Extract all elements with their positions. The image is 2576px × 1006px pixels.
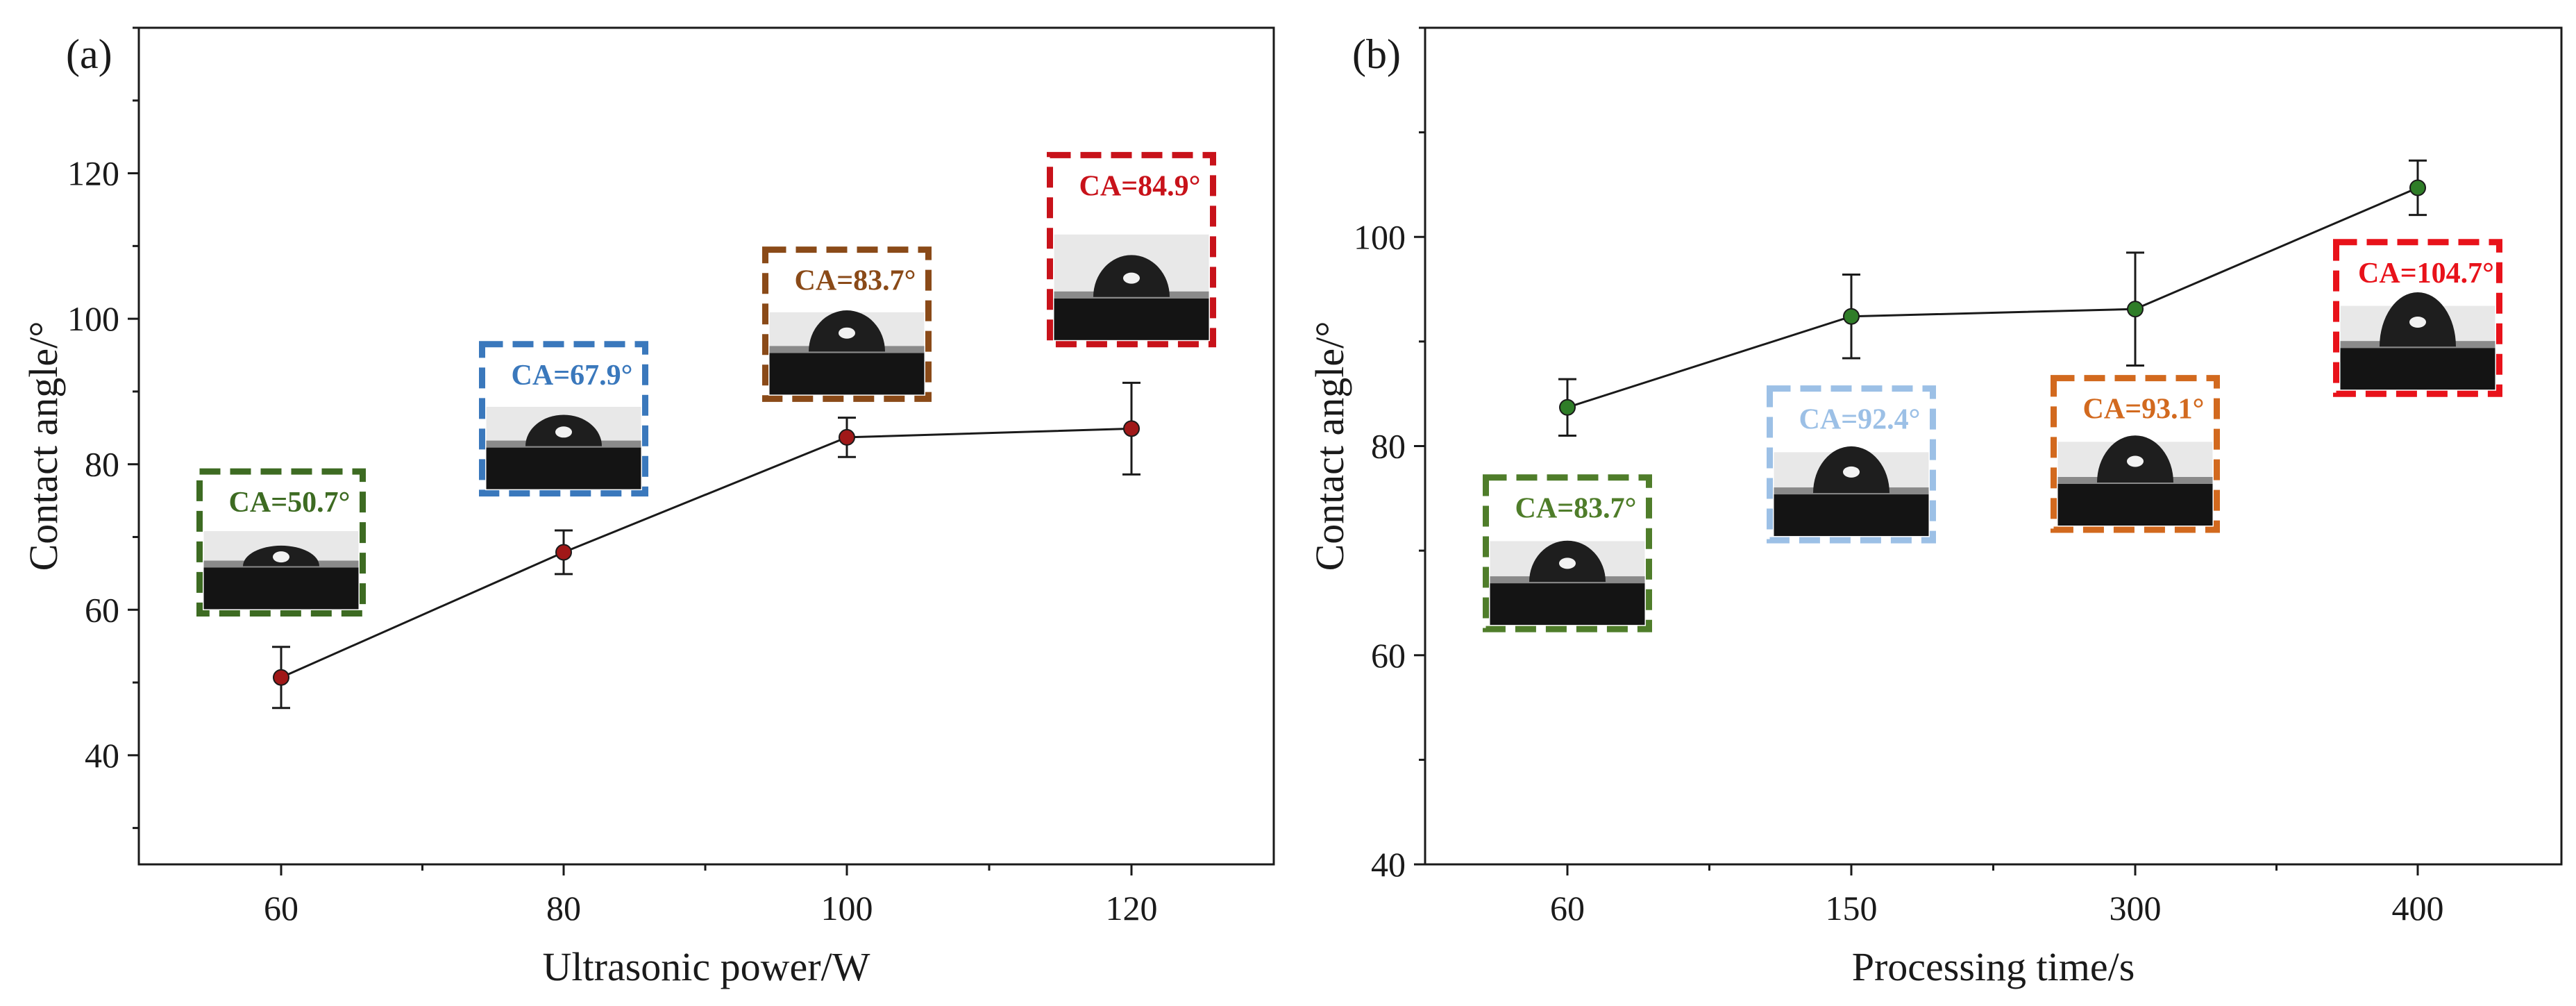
droplet-highlight [839,327,855,339]
annotation-dashed-box [479,341,648,497]
plot-frame [1424,26,2563,866]
annotation-dashed-box [762,246,932,402]
substrate-image [769,353,925,395]
contact-angle-label: CA=83.7° [1515,493,1637,525]
droplet-highlight [1559,558,1576,569]
x-axis-label: Ultrasonic power/W [543,944,870,989]
contact-angle-annotation: CA=83.7° [1483,474,1652,632]
y-tick-label: 60 [85,590,119,629]
contact-angle-annotation: CA=104.7° [2333,239,2502,397]
annotation-dashed-box [196,468,366,617]
substrate-image [203,567,359,610]
contact-angle-label: CA=104.7° [2358,258,2494,290]
x-tick-label: 80 [546,889,581,928]
droplet-highlight [273,551,289,563]
annotation-dashed-box [2051,375,2220,533]
y-axis-label: Contact angle/° [1307,321,1352,571]
y-tick-label: 120 [67,154,119,193]
series-line [280,427,1132,679]
x-tick-label: 60 [264,889,298,928]
x-tick-label: 120 [1106,889,1158,928]
annotation-dashed-box [2333,239,2502,397]
y-axis-label: Contact angle/° [21,321,66,571]
y-tick-label: 40 [1371,845,1406,884]
substrate-image [1774,494,1929,537]
plot-frame [137,26,1275,866]
contact-angle-label: CA=83.7° [795,265,916,297]
data-point [1843,308,1860,325]
panel-label: (b) [1352,31,1401,77]
y-tick-label: 100 [1354,217,1406,256]
droplet-highlight [555,426,572,438]
contact-angle-label: CA=67.9° [512,360,633,392]
panel-b: 40 60 80 100 60 150 300 400 Processing time/s Con… [1307,26,2563,989]
substrate-image [1054,298,1209,340]
panel-a: 40 60 80 100 120 60 80 100 120 Ultrasonic power/W… [21,26,1275,989]
x-tick-label: 100 [821,889,873,928]
data-point [1559,399,1576,416]
data-point [839,428,855,446]
contact-angle-label: CA=84.9° [1079,170,1201,202]
droplet-highlight [2127,455,2144,467]
y-tick-label: 80 [1371,427,1406,466]
substrate-image [1490,583,1645,626]
x-tick-label: 60 [1550,889,1585,928]
annotation-dashed-box [1047,151,1216,348]
y-tick-label: 60 [1371,636,1406,675]
y-tick-label: 100 [67,299,119,338]
substrate-image [2340,348,2495,390]
x-tick-label: 300 [2110,889,2162,928]
data-point [2409,179,2426,196]
data-point [2127,301,2144,318]
droplet-highlight [2409,316,2426,328]
contact-angle-annotation: CA=83.7° [762,246,932,402]
contact-angle-label: CA=50.7° [229,487,351,519]
data-point [273,669,289,686]
y-tick-label: 80 [85,445,119,484]
x-tick-label: 150 [1826,889,1878,928]
contact-angle-annotation: CA=84.9° [1047,151,1216,348]
y-tick-label: 40 [85,736,119,775]
annotation-dashed-box [1767,385,1936,544]
substrate-image [486,447,641,489]
contact-angle-annotation: CA=93.1° [2051,375,2220,533]
contact-angle-annotation: CA=92.4° [1767,385,1936,544]
substrate-image [2057,484,2213,526]
series-line [1567,187,2418,409]
droplet-highlight [1123,272,1140,284]
contact-angle-label: CA=93.1° [2083,394,2205,426]
data-point [1123,420,1140,437]
contact-angle-label: CA=92.4° [1799,404,1921,436]
contact-angle-annotation: CA=67.9° [479,341,648,497]
droplet-highlight [1843,466,1860,478]
contact-angle-annotation: CA=50.7° [196,468,366,617]
panel-label: (a) [66,31,112,77]
annotation-dashed-box [1483,474,1652,632]
x-axis-label: Processing time/s [1852,944,2135,989]
x-tick-label: 400 [2392,889,2444,928]
data-point [555,544,572,561]
